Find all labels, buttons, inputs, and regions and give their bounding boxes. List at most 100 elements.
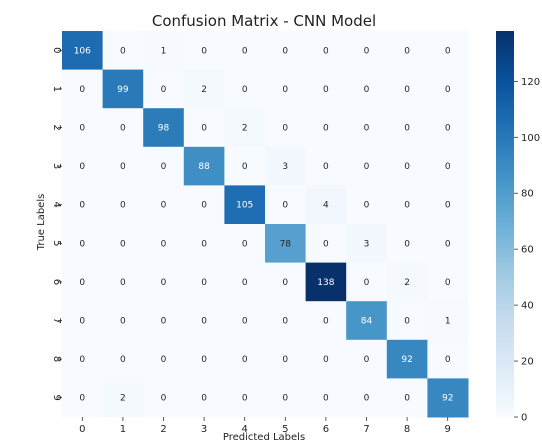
heatmap-cell: [183, 31, 225, 71]
cell-value-label: 0: [445, 162, 451, 172]
heatmap-cell: [143, 146, 185, 186]
cell-value-label: 0: [79, 394, 85, 404]
heatmap-cell: [386, 262, 428, 302]
cell-value-label: 0: [120, 317, 126, 327]
heatmap-cell: [143, 262, 185, 302]
cell-value-label: 0: [282, 85, 288, 95]
y-tick-label: 6: [51, 279, 62, 285]
cell-value-label: 0: [282, 317, 288, 327]
heatmap-cell: [386, 224, 428, 264]
heatmap-cell: [143, 185, 185, 225]
heatmap-cell: [102, 339, 144, 379]
heatmap-cell: [102, 301, 144, 341]
heatmap-cell: [265, 378, 307, 418]
x-tick-label: 9: [445, 424, 451, 435]
cell-value-label: 99: [117, 85, 129, 95]
cell-value-label: 0: [79, 201, 85, 211]
cell-value-label: 0: [242, 278, 248, 288]
x-tick-label: 4: [242, 424, 248, 435]
cell-value-label: 0: [242, 317, 248, 327]
cell-value-label: 0: [323, 46, 329, 56]
heatmap-cell: [143, 224, 185, 264]
heatmap-cell: [224, 108, 266, 148]
x-tick-label: 2: [160, 424, 166, 435]
cell-value-label: 1: [445, 317, 451, 327]
cell-value-label: 3: [364, 239, 370, 249]
cell-value-label: 0: [242, 239, 248, 249]
heatmap-cells: 106 0 1 0 0 0 0 0 0 0 0 99 0 2 0 0 0 0 0 0 0 0 98 0 2 0 0 0 0 0 0 0 0 88 0…: [62, 31, 469, 418]
heatmap-cell: [183, 69, 225, 109]
cell-value-label: 0: [364, 85, 370, 95]
cell-value-label: 1: [161, 46, 167, 56]
x-axis-label: Predicted Labels: [223, 432, 305, 443]
cell-value-label: 0: [161, 201, 167, 211]
heatmap-cell: [305, 146, 347, 186]
colorbar-tick-label: 100: [521, 133, 540, 144]
heatmap-cell: [346, 339, 388, 379]
cell-value-label: 0: [323, 239, 329, 249]
cell-value-label: 0: [404, 124, 410, 134]
cell-value-label: 0: [242, 85, 248, 95]
heatmap-cell: [386, 69, 428, 109]
heatmap-cell: [62, 146, 104, 186]
x-tick-label: 5: [282, 424, 288, 435]
heatmap-cell: [62, 69, 104, 109]
x-axis: 0 1 2 3 4 5 6 7 8 9: [79, 417, 451, 435]
cell-value-label: 0: [242, 46, 248, 56]
heatmap-cell: [427, 69, 469, 109]
heatmap-cell: [102, 224, 144, 264]
cell-value-label: 0: [404, 85, 410, 95]
heatmap-cell: [346, 108, 388, 148]
heatmap-cell: [386, 185, 428, 225]
heatmap-cell: [183, 378, 225, 418]
cell-value-label: 0: [201, 394, 207, 404]
cell-value-label: 2: [242, 124, 248, 134]
cell-value-label: 0: [282, 355, 288, 365]
cell-value-label: 0: [242, 162, 248, 172]
cell-value-label: 0: [445, 124, 451, 134]
heatmap-cell: [386, 301, 428, 341]
cell-value-label: 0: [120, 239, 126, 249]
heatmap-cell: [386, 31, 428, 71]
cell-value-label: 0: [79, 317, 85, 327]
cell-value-label: 0: [404, 239, 410, 249]
heatmap-cell: [427, 339, 469, 379]
colorbar-tick-label: 0: [521, 413, 527, 424]
heatmap-cell: [102, 378, 144, 418]
heatmap-cell: [265, 146, 307, 186]
heatmap-cell: [386, 378, 428, 418]
colorbar-tick-label: 40: [521, 301, 534, 312]
cell-value-label: 0: [404, 46, 410, 56]
heatmap-cell: [62, 108, 104, 148]
cell-value-label: 0: [79, 355, 85, 365]
y-tick-label: 5: [51, 240, 62, 246]
cell-value-label: 0: [242, 394, 248, 404]
cell-value-label: 0: [201, 201, 207, 211]
heatmap-cell: [224, 185, 266, 225]
colorbar-tick-label: 120: [521, 77, 540, 88]
cell-value-label: 0: [323, 85, 329, 95]
heatmap-cell: [427, 378, 469, 418]
heatmap-cell: [265, 69, 307, 109]
y-tick-label: 4: [51, 202, 62, 208]
heatmap-cell: [346, 146, 388, 186]
cell-value-label: 0: [404, 201, 410, 211]
heatmap-cell: [427, 146, 469, 186]
y-tick-label: 8: [51, 356, 62, 362]
heatmap-cell: [346, 69, 388, 109]
colorbar-ticks: 0 20 40 60 80 100 120: [514, 77, 540, 424]
cell-value-label: 2: [201, 85, 207, 95]
y-tick-label: 9: [51, 395, 62, 401]
cell-value-label: 2: [120, 394, 126, 404]
heatmap-cell: [62, 185, 104, 225]
cell-value-label: 92: [442, 394, 453, 404]
cell-value-label: 92: [401, 355, 412, 365]
colorbar: [496, 31, 514, 417]
colorbar-tick-label: 20: [521, 357, 534, 368]
cell-value-label: 0: [364, 355, 370, 365]
cell-value-label: 3: [282, 162, 288, 172]
heatmap-cell: [305, 108, 347, 148]
heatmap-cell: [224, 301, 266, 341]
cell-value-label: 0: [404, 162, 410, 172]
